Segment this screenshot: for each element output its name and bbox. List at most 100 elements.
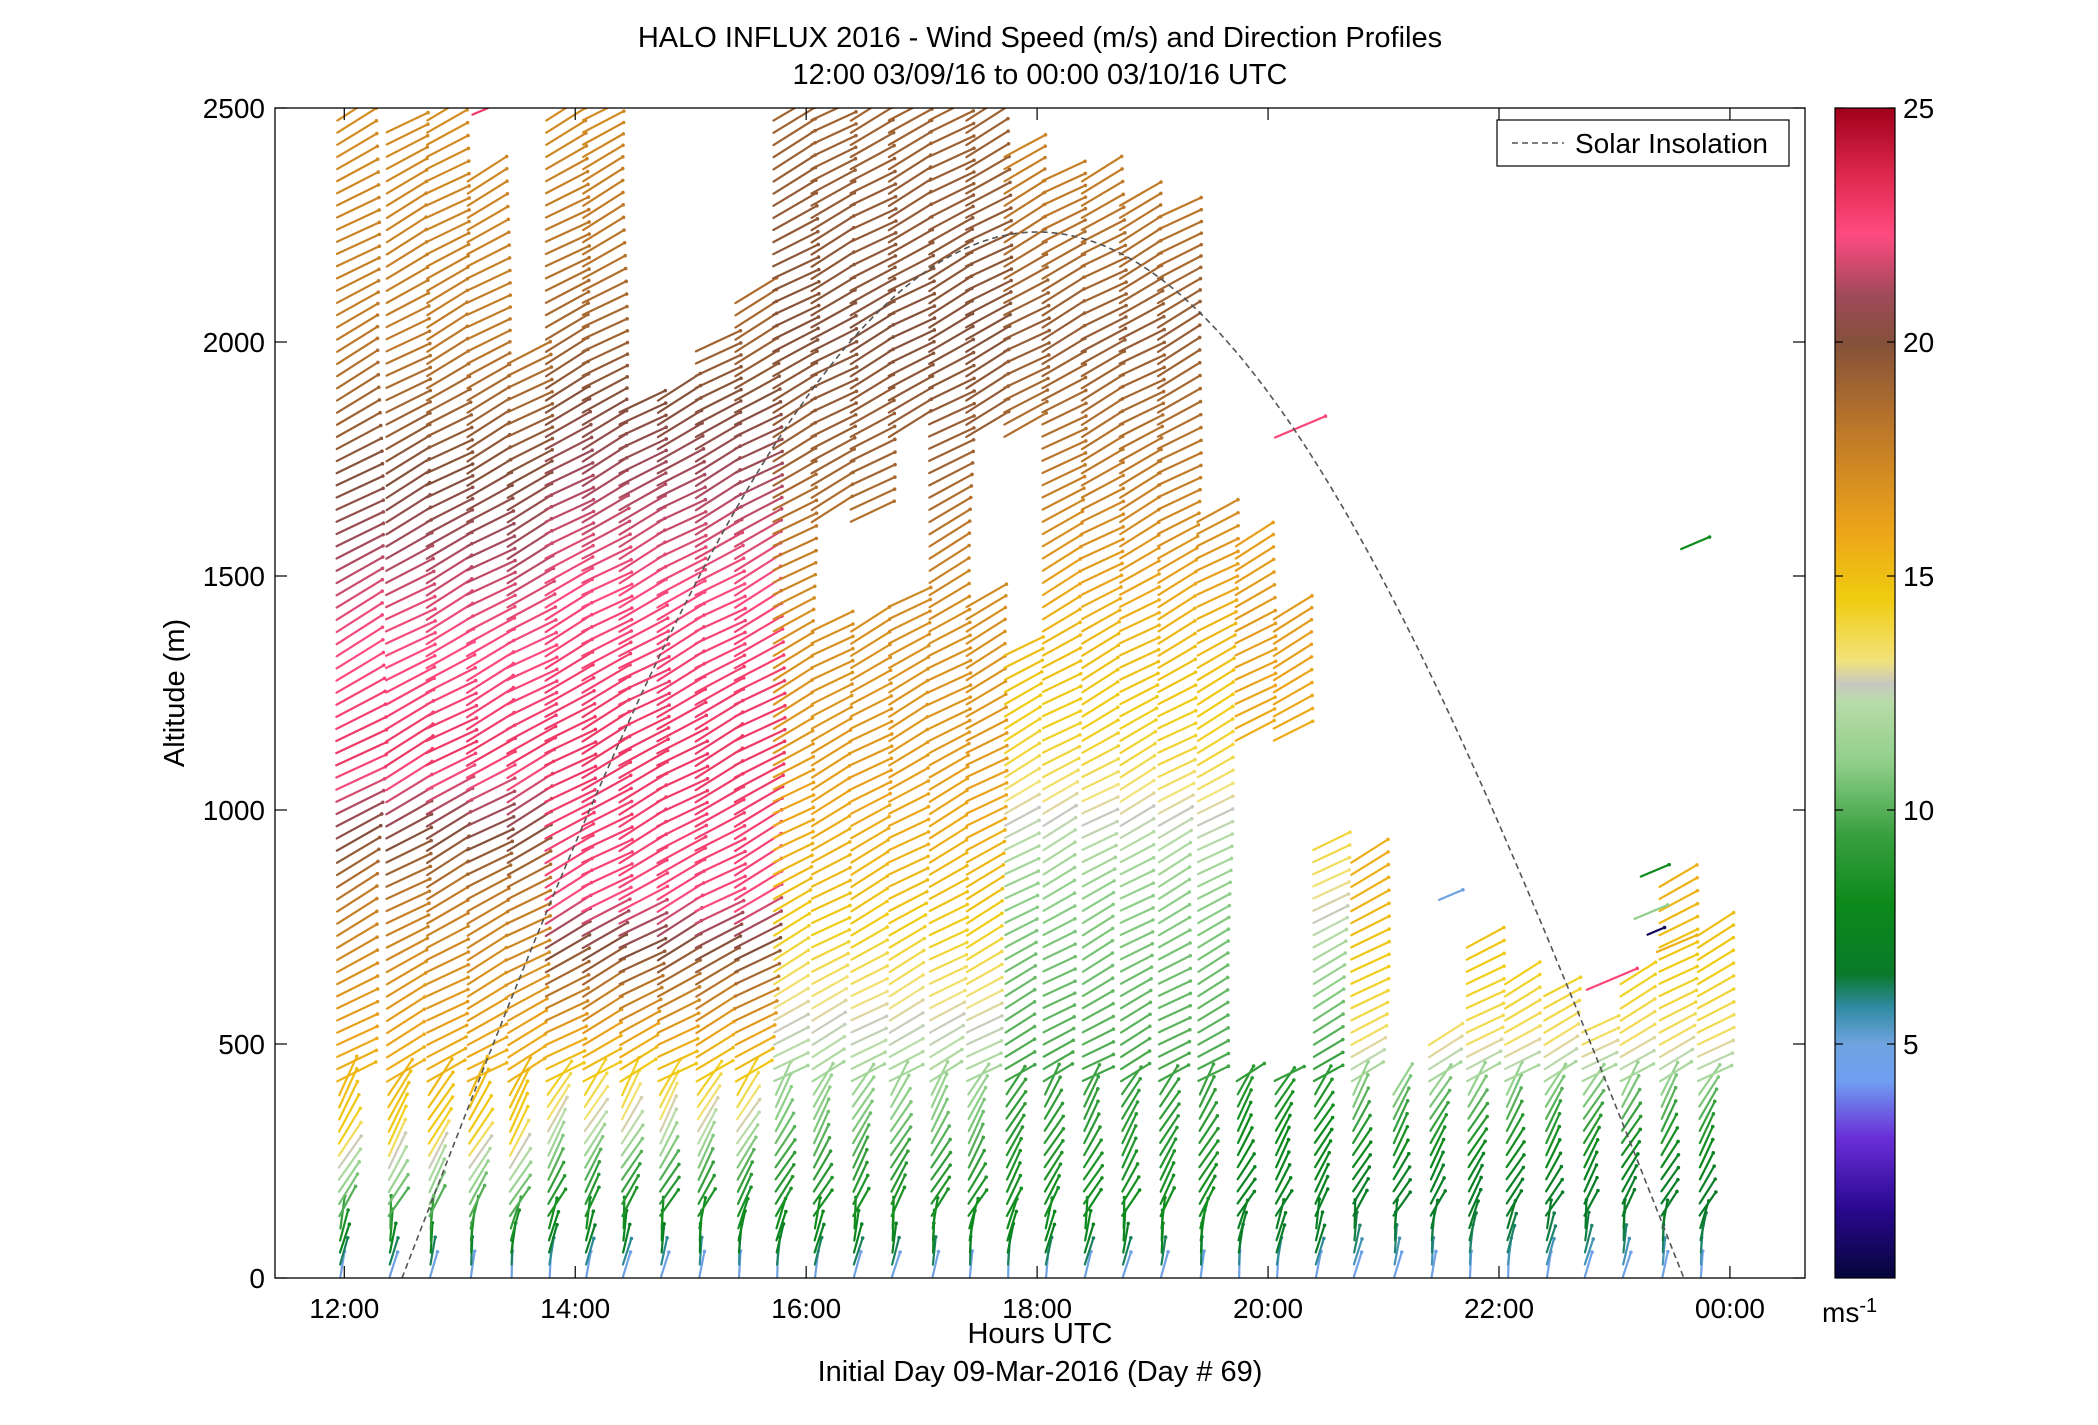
wind-barb	[1043, 1174, 1061, 1205]
wind-barb-tip	[1098, 1125, 1102, 1129]
wind-barb	[1003, 203, 1046, 232]
wind-barb	[1313, 1078, 1334, 1108]
wind-barb-tip	[705, 752, 710, 756]
wind-barb	[544, 220, 591, 243]
wind-barb-tip	[527, 1186, 531, 1190]
wind-barb	[656, 510, 707, 536]
wind-barb	[734, 975, 780, 998]
wind-barb	[468, 1134, 493, 1169]
wind-barb	[1465, 1002, 1505, 1022]
wind-barb	[336, 119, 378, 146]
wind-barb-tip	[815, 216, 820, 221]
wind-barb	[1042, 780, 1079, 803]
wind-barb-tip	[931, 362, 935, 367]
wind-barb-tip	[971, 337, 976, 342]
wind-barb	[1503, 1037, 1541, 1058]
wind-barb-tip	[1368, 1140, 1373, 1144]
wind-barb	[618, 715, 671, 743]
wind-barb-tip	[1117, 608, 1122, 612]
wind-barb-tip	[665, 603, 670, 607]
wind-barb-tip	[550, 436, 555, 441]
wind-barb-tip	[1262, 1061, 1267, 1066]
wind-barb-tip	[504, 166, 509, 171]
wind-barb-tip	[1731, 923, 1736, 927]
wind-barb-tip	[808, 888, 813, 892]
wind-barb	[385, 168, 428, 195]
wind-barb	[1583, 1224, 1593, 1254]
wind-barb	[426, 1047, 467, 1071]
wind-barb-tip	[628, 532, 632, 536]
wind-barb-tip	[1347, 843, 1352, 847]
wind-barb-tip	[1162, 377, 1166, 382]
wind-barb-tip	[509, 851, 514, 856]
wind-barb-tip	[908, 1086, 912, 1091]
wind-barb-tip	[775, 999, 779, 1003]
wind-barb	[1159, 1077, 1180, 1108]
wind-barb	[1696, 1039, 1735, 1058]
wind-barb-tip	[757, 1084, 762, 1089]
wind-barb	[694, 505, 743, 536]
wind-barb	[1119, 624, 1161, 645]
wind-barb	[694, 329, 742, 353]
wind-barb	[335, 555, 384, 585]
wind-barb	[1506, 1212, 1518, 1242]
wind-barb	[1119, 707, 1158, 730]
wind-barb-tip	[1004, 804, 1008, 809]
wind-barb	[335, 256, 381, 280]
wind-barb	[1236, 1139, 1255, 1169]
wind-barb-tip	[1231, 794, 1235, 799]
wind-barb-tip	[1499, 1037, 1504, 1042]
wind-barb	[426, 912, 470, 937]
wind-barb-tip	[1047, 328, 1052, 333]
wind-barb	[1350, 1001, 1389, 1022]
wind-barb-tip	[590, 555, 595, 559]
wind-barb-tip	[1309, 630, 1314, 634]
wind-barb	[385, 913, 430, 937]
wind-barb-tip	[1018, 1148, 1023, 1153]
wind-barb-tip	[427, 316, 431, 321]
wind-barb-tip	[1387, 901, 1391, 906]
wind-barb	[1159, 1161, 1175, 1193]
wind-barb	[618, 437, 668, 463]
wind-barb-tip	[1227, 915, 1231, 920]
wind-barb	[385, 291, 430, 317]
wind-barb	[582, 179, 624, 207]
wind-barb-tip	[854, 377, 859, 382]
wind-barb-tip	[1187, 1039, 1192, 1044]
wind-barb-tip	[375, 948, 380, 952]
wind-barb	[385, 747, 434, 780]
wind-barb-tip	[886, 826, 891, 831]
wind-barb-tip	[1071, 1038, 1076, 1043]
wind-barb	[810, 764, 851, 791]
wind-barb-tip	[1158, 191, 1163, 196]
wind-barb	[889, 1087, 912, 1120]
wind-barb-tip	[1077, 744, 1082, 749]
wind-barb	[1157, 696, 1197, 718]
wind-barb	[545, 1061, 586, 1083]
wind-barb	[695, 1020, 735, 1047]
wind-barb-tip	[1009, 290, 1013, 294]
wind-barb	[387, 1105, 408, 1145]
wind-barb-tip	[1230, 819, 1235, 824]
wind-barb	[1196, 537, 1240, 560]
wind-barb-tip	[932, 279, 936, 283]
wind-barb-tip	[510, 496, 515, 500]
wind-barb	[506, 378, 553, 402]
wind-barb	[544, 728, 597, 755]
wind-barb	[772, 854, 814, 876]
wind-barb	[1505, 1127, 1525, 1157]
wind-barb	[1119, 989, 1152, 1010]
wind-barb-tip	[1058, 1075, 1062, 1080]
wind-barb	[810, 157, 857, 183]
wind-barb	[1312, 1064, 1344, 1083]
wind-barb	[928, 851, 968, 876]
wind-barb	[1121, 1112, 1138, 1145]
wind-barb	[852, 1161, 869, 1193]
wind-barb	[734, 999, 779, 1022]
wind-barb-tip	[382, 676, 387, 681]
wind-barb	[582, 191, 624, 220]
wind-barb-tip	[1111, 1065, 1116, 1069]
wind-barb	[694, 899, 745, 925]
x-tick-label: 16:00	[771, 1293, 841, 1324]
wind-barb-tip	[627, 506, 631, 511]
